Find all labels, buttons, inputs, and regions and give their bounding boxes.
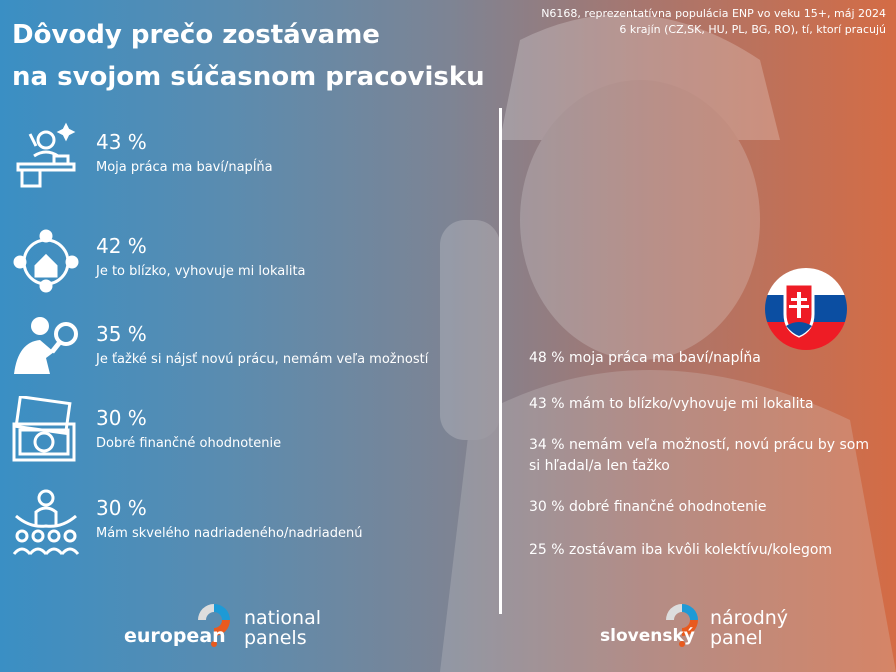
reason-item: 35 % Je ťažké si nájsť novú prácu, nemám… [10, 312, 490, 382]
reason-label: Mám skvelého nadriadeného/nadriadenú [96, 526, 363, 541]
happy-worker-icon [16, 122, 76, 188]
reason-label: Je to blízko, vyhovuje mi lokalita [96, 264, 306, 279]
sk-reason: 25 % zostávam iba kvôli kolektívu/kolego… [529, 542, 833, 558]
meta-line-2: 6 krajín (CZ,SK, HU, PL, BG, RO), tí, kt… [619, 23, 886, 36]
slovakia-flag-icon [765, 268, 847, 350]
reason-percent: 42 % [96, 234, 147, 258]
slovensky-narodny-panel-logo: slovenský národný panel [600, 598, 800, 658]
location-home-icon [13, 229, 79, 293]
reason-item: 42 % Je to blízko, vyhovuje mi lokalita [10, 224, 490, 294]
logo-text: european [124, 625, 226, 647]
reason-item: 30 % Dobré finančné ohodnotenie [10, 396, 490, 466]
logo-text: národný [710, 607, 789, 629]
worker-photo [440, 14, 896, 672]
logo-text: panels [244, 627, 307, 649]
logo-mark-icon [198, 604, 230, 647]
reason-percent: 35 % [96, 322, 147, 346]
title-line-2: na svojom súčasnom pracovisku [12, 62, 485, 92]
sk-reason: 30 % dobré finančné ohodnotenie [529, 499, 767, 515]
reason-label: Dobré finančné ohodnotenie [96, 436, 282, 451]
money-icon [12, 396, 76, 462]
reason-label: Moja práca ma baví/napĺňa [96, 160, 273, 175]
sk-reason: 43 % mám to blízko/vyhovuje mi lokalita [529, 396, 814, 412]
sk-reason: 34 % nemám veľa možností, novú prácu by … [529, 437, 869, 474]
reason-item: 30 % Mám skvelého nadriadeného/nadriaden… [10, 486, 490, 556]
title-line-1: Dôvody prečo zostávame [12, 20, 380, 50]
logo-mark-icon [666, 604, 698, 647]
european-national-panels-logo: european national panels [124, 598, 324, 658]
logo-text: slovenský [600, 626, 695, 646]
reason-percent: 43 % [96, 130, 147, 154]
logo-text: national [244, 607, 322, 629]
logo-text: panel [710, 627, 763, 649]
meta-line-1: N6168, reprezentatívna populácia ENP vo … [541, 7, 886, 20]
sk-reason: 48 % moja práca ma baví/napĺňa [529, 350, 761, 366]
divider [499, 108, 502, 614]
page-title: Dôvody prečo zostávame na svojom súčasno… [12, 14, 485, 98]
reason-percent: 30 % [96, 496, 147, 520]
reason-item: 43 % Moja práca ma baví/napĺňa [10, 120, 490, 190]
survey-meta: N6168, reprezentatívna populácia ENP vo … [541, 6, 886, 38]
team-leader-icon [12, 489, 80, 555]
search-person-icon [14, 317, 78, 374]
reason-label: Je ťažké si nájsť novú prácu, nemám veľa… [96, 352, 429, 367]
reason-percent: 30 % [96, 406, 147, 430]
